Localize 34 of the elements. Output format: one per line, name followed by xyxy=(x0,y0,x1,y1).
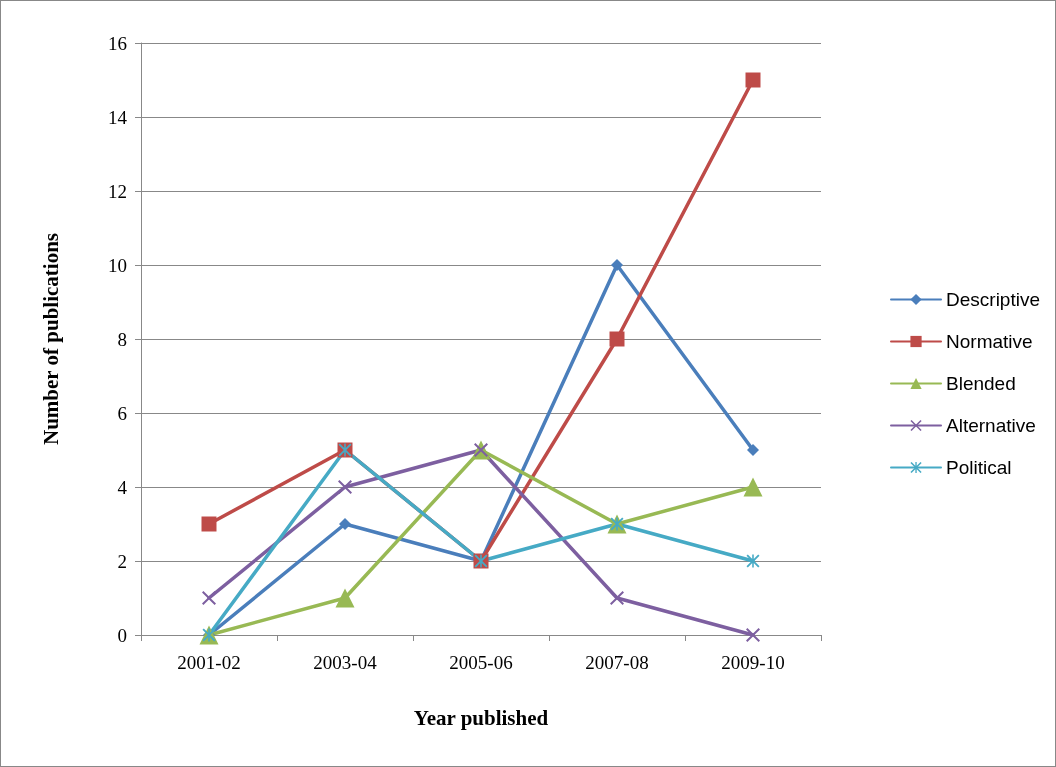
x-tick-label: 2005-06 xyxy=(449,652,513,673)
x-tick-label: 2007-08 xyxy=(585,652,649,673)
x-tick-label: 2001-02 xyxy=(177,652,241,673)
point xyxy=(747,444,759,456)
y-tick-label: 12 xyxy=(108,180,127,202)
x-axis-title: Year published xyxy=(413,705,549,730)
point xyxy=(335,588,355,608)
y-tick-label: 0 xyxy=(117,624,127,646)
legend-label: Blended xyxy=(946,373,1016,394)
legend-label: Alternative xyxy=(946,415,1036,436)
point xyxy=(201,516,217,532)
point xyxy=(743,477,763,497)
point xyxy=(338,480,352,494)
point xyxy=(202,591,216,605)
point xyxy=(610,591,624,605)
legend-label: Political xyxy=(946,457,1012,478)
y-tick-label: 2 xyxy=(117,550,127,572)
point xyxy=(609,331,625,347)
point xyxy=(746,628,760,642)
y-tick-label: 6 xyxy=(117,402,127,424)
y-tick-label: 10 xyxy=(108,254,127,276)
x-tick-label: 2003-04 xyxy=(313,652,378,673)
y-axis-title: Number of publications xyxy=(38,233,63,445)
x-tick-label: 2009-10 xyxy=(721,652,785,673)
point xyxy=(339,518,351,530)
point xyxy=(745,72,761,88)
legend-label: Descriptive xyxy=(946,289,1041,310)
y-tick-label: 4 xyxy=(117,476,128,498)
point xyxy=(746,554,760,568)
y-tick-label: 8 xyxy=(117,328,127,350)
legend-label: Normative xyxy=(946,331,1033,352)
point xyxy=(611,259,623,271)
y-tick-label: 16 xyxy=(108,32,127,54)
y-tick-label: 14 xyxy=(108,106,128,128)
